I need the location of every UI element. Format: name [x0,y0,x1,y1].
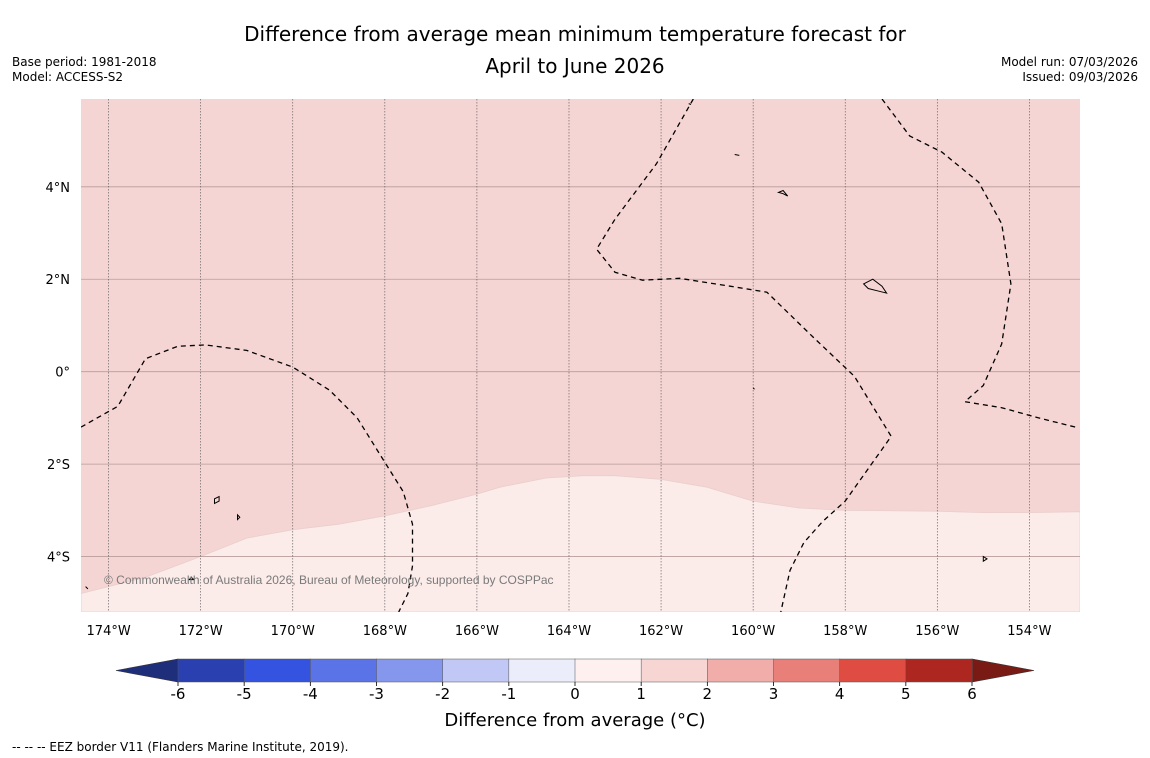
island-outline [214,495,220,505]
colorbar-label: Difference from average (°C) [444,710,706,731]
model-run-text: Model run: 07/03/2026 [1000,55,1138,69]
lat-tick-label: 4°N [46,181,71,196]
eez-border [81,344,414,612]
island-outline [776,189,789,197]
colorbar-segment [442,658,510,683]
island-outline [982,555,988,563]
colorbar-tick-label: 4 [835,685,845,703]
colorbar-segment [773,658,841,683]
eez-border [595,99,892,612]
island-outline [752,387,755,390]
colorbar-tick-label: 0 [570,685,580,703]
lon-tick-label: 174°W [87,624,131,639]
lat-tick-label: 2°N [46,273,71,288]
colorbar-tick-label: -2 [435,685,450,703]
lat-tick-label: 4°S [47,551,70,566]
colorbar-tick-label: 6 [967,685,977,703]
lon-tick-label: 156°W [915,624,959,639]
lon-tick-label: 154°W [1007,624,1051,639]
lon-tick-label: 172°W [179,624,223,639]
island-outline [85,586,89,590]
map-title: Difference from average mean minimum tem… [0,18,1150,82]
lon-tick-label: 166°W [455,624,499,639]
colorbar-tick-label: 2 [703,685,713,703]
island-outline [862,278,888,294]
map-field [81,99,1080,612]
base-period-text: Base period: 1981-2018 [12,55,157,69]
colorbar-tick-label: -3 [369,685,384,703]
colorbar-segment [243,658,311,683]
island-outline [734,154,740,156]
issued-text: Issued: 09/03/2026 [1022,70,1138,84]
eez-legend-footnote: -- -- -- EEZ border V11 (Flanders Marine… [12,740,349,754]
map-axes: 4°N 2°N 0° 2°S 4°S 174°W 172°W 170°W 168°W 166°W 1… [46,181,1052,639]
colorbar-segment [574,658,642,683]
lon-tick-label: 168°W [363,624,407,639]
island-outline [187,576,196,581]
colorbar-segment [839,658,907,683]
colorbar-over-arrow [971,658,1035,683]
metadata-right: Model run: 07/03/2026 Issued: 09/03/2026 [1001,55,1138,85]
colorbar-tick-label: -5 [237,685,252,703]
field-0-to-1 [81,475,1080,612]
eez-border [881,99,1076,428]
lat-tick-label: 2°S [47,458,70,473]
colorbar-segment [508,658,576,683]
colorbar-segment [310,658,378,683]
colorbar-segment [376,658,444,683]
island-outline [237,513,241,521]
colorbar-tick-label: 1 [636,685,646,703]
colorbar-segment [707,658,775,683]
lon-tick-label: 162°W [639,624,683,639]
lon-tick-label: 160°W [731,624,775,639]
colorbar-tick-label: 3 [769,685,779,703]
lon-tick-label: 158°W [823,624,867,639]
model-text: Model: ACCESS-S2 [12,70,124,84]
colorbar-segment [905,658,973,683]
island-outline [688,103,692,105]
colorbar: -6 -5 -4 -3 -2 -1 0 1 2 3 4 5 6 [115,658,1035,703]
colorbar-segment [640,658,708,683]
colorbar-tick-label: -6 [171,685,186,703]
colorbar-segment [177,658,245,683]
copyright-text: © Commonwealth of Australia 2026, Bureau… [104,573,554,587]
metadata-left: Base period: 1981-2018 Model: ACCESS-S2 [12,55,157,85]
lon-tick-label: 170°W [271,624,315,639]
title-line-2: April to June 2026 [485,54,665,78]
lat-tick-label: 0° [55,366,70,381]
colorbar-tick-label: 5 [901,685,911,703]
lon-tick-label: 164°W [547,624,591,639]
title-line-1: Difference from average mean minimum tem… [244,22,906,46]
colorbar-tick-label: -1 [501,685,516,703]
colorbar-under-arrow [115,658,179,683]
colorbar-tick-label: -4 [303,685,318,703]
